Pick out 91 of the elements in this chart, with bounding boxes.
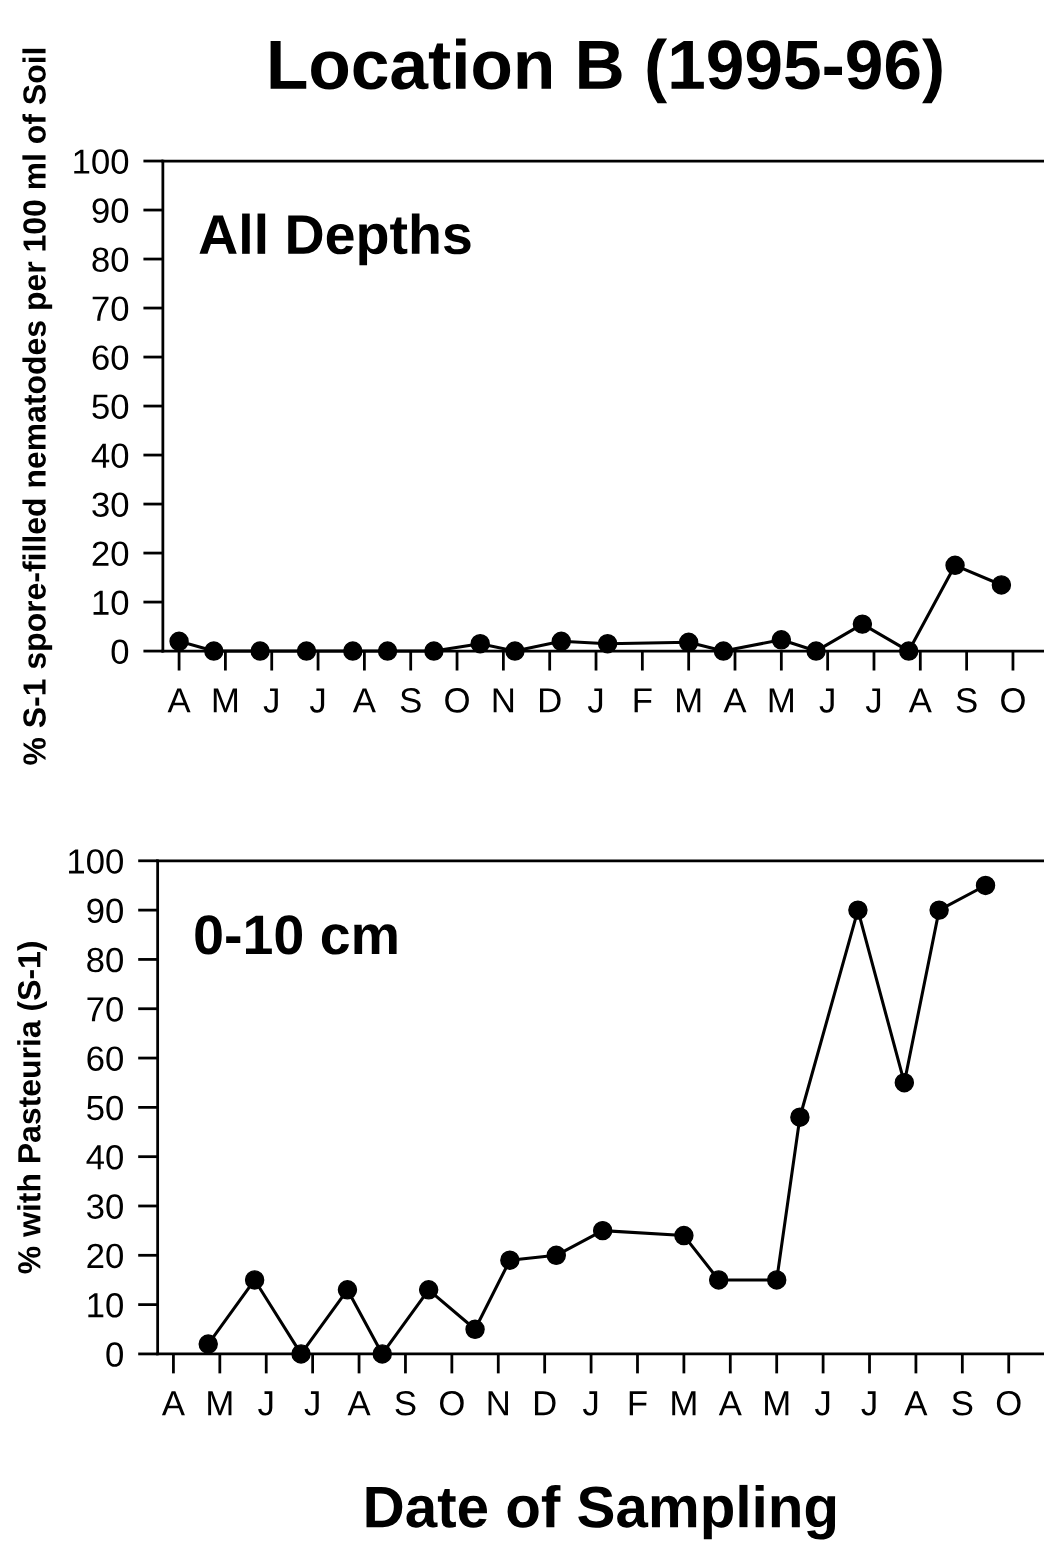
x-tick-label: M (672, 1391, 696, 1416)
x-tick-label: A (904, 1391, 928, 1416)
y-tick-label: 0 (106, 1342, 123, 1367)
point (500, 1250, 520, 1270)
x-tick-label: J (304, 1391, 319, 1416)
x-tick-label: O (445, 688, 469, 713)
x-tick-label: M (213, 688, 238, 713)
x-tick-label: J (258, 1391, 273, 1416)
point (945, 555, 965, 576)
point (465, 1319, 485, 1339)
y-tick-label: 50 (87, 1095, 123, 1121)
annotation: All Depths (199, 213, 471, 266)
x-tick-label: O (996, 1390, 1021, 1416)
x-tick-label: D (534, 1391, 556, 1416)
point (418, 1280, 439, 1300)
point (244, 1270, 265, 1290)
x-tick-label: A (347, 1391, 371, 1416)
x-axis-title: Date of Sampling (366, 1484, 836, 1540)
x-tick-label: J (587, 688, 603, 713)
x-tick-label: J (263, 688, 278, 713)
x-tick-label: F (629, 1391, 647, 1416)
x-tick-label: J (819, 688, 834, 713)
x-tick-label: D (540, 688, 561, 713)
y-tick-label: 20 (92, 541, 129, 566)
point (198, 1334, 218, 1354)
x-tick-label: A (161, 1391, 185, 1416)
y-tick-label: 80 (92, 247, 129, 272)
point (674, 1225, 694, 1246)
x-tick-label: S (395, 1390, 416, 1416)
y-tick-label: 70 (87, 997, 123, 1022)
point (790, 1107, 810, 1127)
point (708, 1270, 729, 1290)
y-axis-title: % S-1 spore-filled nematodes per 100 ml of Soil (22, 48, 53, 765)
point (678, 632, 699, 652)
x-tick-label: A (723, 688, 747, 713)
x-tick-label: N (493, 688, 514, 713)
y-tick-label: 60 (87, 1046, 123, 1071)
y-tick-label: 90 (92, 198, 129, 223)
y-tick-label: 20 (87, 1243, 123, 1269)
y-tick-label: 90 (87, 898, 123, 924)
point (852, 614, 873, 634)
x-tick-label: M (208, 1391, 232, 1416)
point (551, 631, 571, 651)
point (991, 575, 1012, 595)
x-tick-label: J (861, 1391, 876, 1416)
y-tick-label: 30 (87, 1194, 123, 1219)
x-tick-label: A (908, 688, 932, 713)
x-tick-label: J (582, 1391, 598, 1416)
x-tick-label: J (814, 1391, 830, 1416)
y-tick-label: 30 (92, 492, 129, 517)
point (592, 1220, 613, 1241)
y-tick-label: 80 (87, 947, 123, 973)
x-tick-label: S (956, 688, 977, 713)
x-tick-label: M (765, 1391, 789, 1416)
y-axis-title: % with Pasteuria (S-1) (17, 942, 47, 1274)
point (766, 1270, 787, 1290)
x-tick-label: M (677, 688, 701, 713)
point (546, 1245, 566, 1266)
y-tick-label: 10 (93, 590, 129, 615)
chart-title: Location B (1995-96) (270, 38, 942, 104)
x-tick-label: N (488, 1391, 508, 1416)
x-tick-label: F (634, 688, 652, 713)
point (337, 1280, 358, 1300)
point (894, 1072, 915, 1093)
y-tick-label: 40 (86, 1145, 123, 1170)
y-tick-label: 40 (91, 443, 129, 468)
x-tick-label: A (718, 1391, 742, 1416)
point (848, 900, 868, 920)
point (470, 633, 490, 654)
x-tick-label: O (440, 1390, 464, 1416)
point (771, 630, 792, 650)
x-tick-label: A (352, 688, 376, 713)
point (929, 900, 949, 920)
point (169, 631, 189, 651)
annotation: 0-10 cm (195, 915, 397, 955)
y-tick-label: 100 (69, 849, 123, 874)
y-tick-label: 0 (111, 639, 129, 664)
x-tick-label: S (400, 688, 421, 713)
x-tick-label: O (1001, 688, 1025, 713)
x-tick-label: M (769, 688, 793, 713)
x-tick-label: S (952, 1390, 973, 1416)
y-tick-label: 70 (92, 296, 129, 321)
point (597, 633, 618, 654)
x-tick-label: J (865, 688, 881, 713)
y-tick-label: 100 (74, 149, 129, 174)
y-tick-label: 10 (88, 1292, 123, 1318)
x-tick-label: J (309, 688, 325, 713)
point (975, 875, 996, 896)
y-tick-label: 50 (92, 394, 129, 419)
y-tick-label: 60 (92, 345, 129, 370)
x-tick-label: A (167, 688, 191, 713)
